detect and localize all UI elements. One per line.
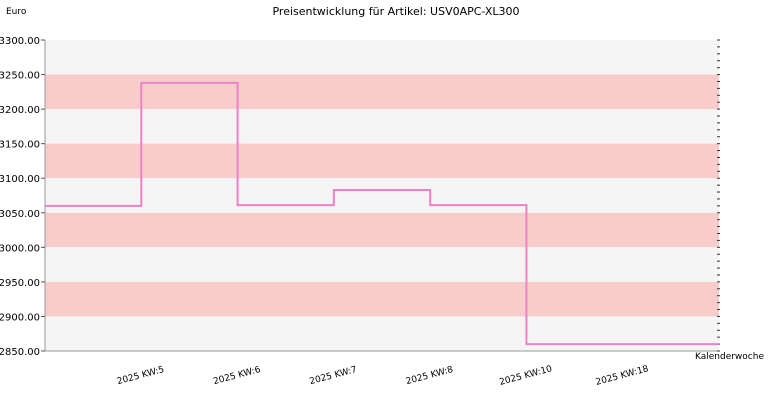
x-axis-ticks: 2025 KW:5 2025 KW:6 2025 KW:7 2025 KW:8 2025…: [116, 364, 650, 388]
background-band: [45, 212, 719, 248]
background-band: [45, 143, 719, 179]
background-band: [45, 109, 719, 144]
background-bands: [45, 40, 719, 351]
y-axis-ticks: 3300.00 3250.00 3200.00 3150.00 3100.00 3050.…: [0, 36, 720, 358]
y-tick-label: 3300.00: [0, 36, 40, 47]
chart-title: Preisentwicklung für Artikel: USV0APC-XL…: [272, 5, 519, 18]
background-band: [45, 247, 719, 282]
y-tick-label: 2900.00: [0, 312, 40, 323]
background-band: [45, 40, 719, 75]
axes: [44, 40, 719, 352]
y-tick-label: 3250.00: [0, 71, 40, 82]
background-band: [45, 178, 719, 213]
background-band: [45, 316, 719, 351]
x-tick-label: 2025 KW:5: [116, 365, 165, 387]
y-tick-label: 3050.00: [0, 209, 40, 220]
y-tick-label: 2950.00: [0, 278, 40, 289]
y-tick-label: 3150.00: [0, 140, 40, 151]
y-tick-label: 3100.00: [0, 174, 40, 185]
x-tick-label: 2025 KW:6: [212, 365, 262, 387]
x-tick-label: 2025 KW:8: [405, 365, 455, 387]
background-band: [45, 74, 719, 110]
x-tick-label: 2025 KW:18: [595, 364, 650, 388]
y-axis-label: Euro: [6, 7, 27, 17]
price-series-line: [45, 81, 719, 346]
x-tick-label: 2025 KW:7: [309, 365, 358, 387]
x-tick-label: 2025 KW:10: [498, 364, 553, 388]
series-group: [45, 81, 719, 346]
y-tick-label: 2850.00: [0, 347, 40, 358]
y-tick-label: 3200.00: [0, 105, 40, 116]
background-band: [45, 281, 719, 317]
x-axis-label: Kalenderwoche: [695, 352, 764, 362]
y-tick-label: 3000.00: [0, 243, 40, 254]
